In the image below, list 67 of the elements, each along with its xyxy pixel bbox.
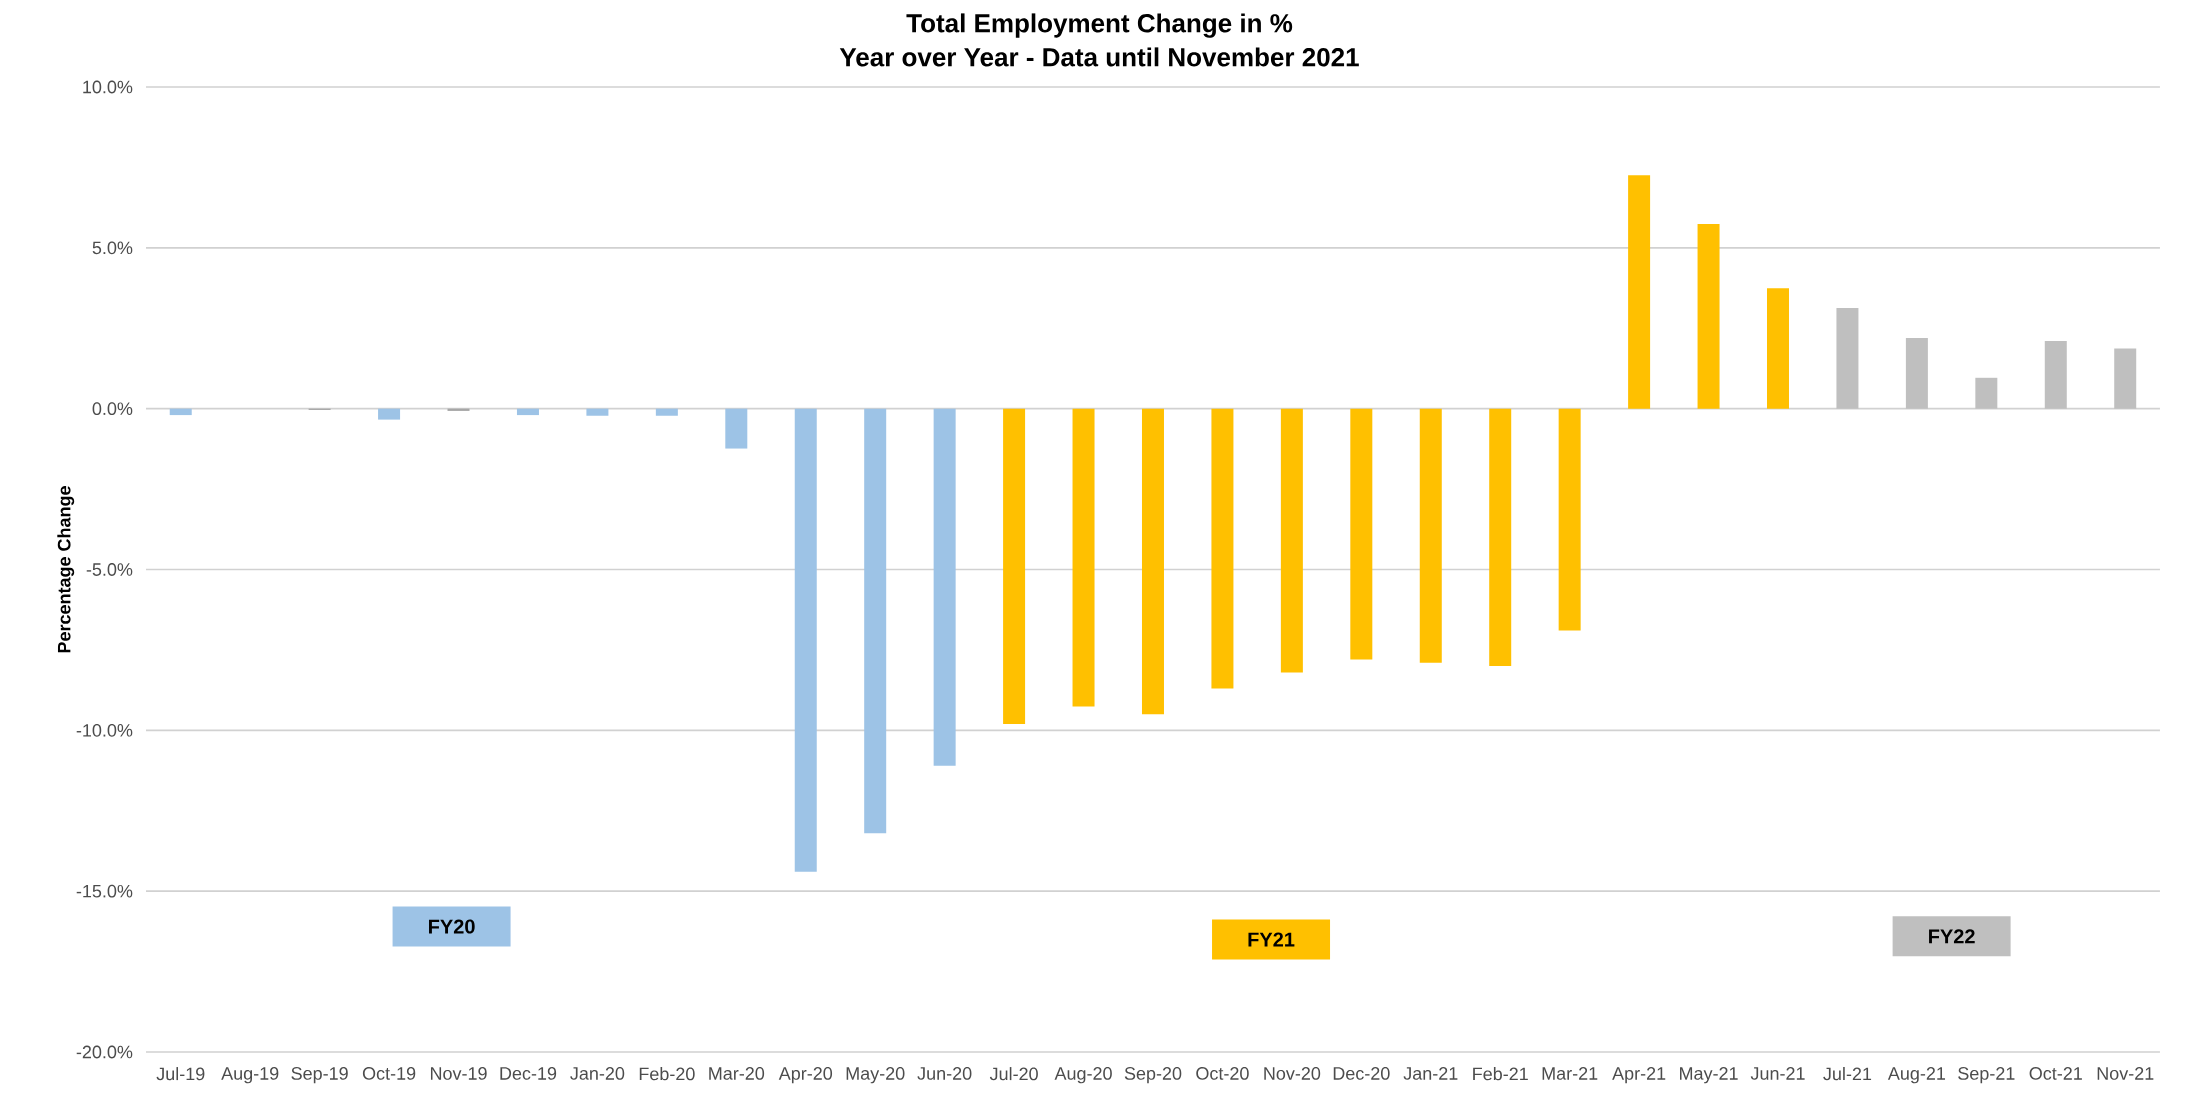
annotation: FY22 xyxy=(1929,929,1975,944)
bar xyxy=(1975,377,1998,409)
x-tick-label: Feb-21 xyxy=(1473,1067,1528,1081)
x-tick-label: Jun-20 xyxy=(917,1067,972,1080)
bar xyxy=(1489,408,1512,666)
bar xyxy=(1003,408,1026,724)
x-tick-label: Apr-21 xyxy=(1612,1067,1666,1084)
x-tick-label: Jul-20 xyxy=(989,1067,1038,1081)
x-tick-label: Aug-19 xyxy=(221,1067,279,1084)
x-tick-label: Mar-21 xyxy=(1542,1067,1598,1080)
y-tick-label: -5.0% xyxy=(86,563,133,576)
bar xyxy=(1836,307,1859,409)
x-tick-label: Nov-19 xyxy=(430,1067,487,1080)
y-tick-label: -10.0% xyxy=(76,723,133,737)
x-tick-label: Jun-21 xyxy=(1750,1067,1805,1080)
x-tick-label: Sep-20 xyxy=(1124,1067,1182,1084)
x-tick-label: Oct-20 xyxy=(1196,1067,1249,1080)
y-tick-label: 5.0% xyxy=(92,241,133,255)
bar xyxy=(794,408,817,872)
bar xyxy=(864,408,887,834)
bar xyxy=(655,408,678,416)
bar xyxy=(1141,408,1164,715)
bar xyxy=(725,408,748,449)
x-tick-label: Apr-20 xyxy=(778,1067,833,1084)
x-tick-label: Jan-20 xyxy=(570,1067,625,1080)
annotation: FY21 xyxy=(1248,932,1295,947)
x-tick-label: Oct-19 xyxy=(362,1067,416,1080)
x-tick-label: Sep-19 xyxy=(291,1067,348,1084)
bar xyxy=(1072,408,1095,707)
bar xyxy=(1905,337,1928,409)
bar xyxy=(1350,408,1373,660)
x-tick-label: Oct-21 xyxy=(2029,1067,2082,1080)
bar xyxy=(169,408,192,416)
bar xyxy=(1697,224,1720,409)
y-axis-title: Percentage Change xyxy=(57,486,75,653)
x-tick-label: Aug-21 xyxy=(1887,1067,1946,1084)
bar xyxy=(1280,408,1303,673)
x-tick-label: Aug-20 xyxy=(1054,1067,1112,1084)
x-tick-label: Nov-21 xyxy=(2097,1067,2154,1080)
chart-title: Total Employment Change in % Year over Year - Data until November 2021 xyxy=(839,13,1359,67)
bar xyxy=(933,408,956,766)
bar xyxy=(586,408,609,416)
x-tick-label: May-20 xyxy=(846,1067,905,1084)
x-tick-label: Nov-20 xyxy=(1264,1067,1321,1080)
bar xyxy=(1628,175,1651,409)
x-tick-label: Jan-21 xyxy=(1403,1067,1458,1080)
x-tick-label: Jul-19 xyxy=(156,1067,205,1081)
bar xyxy=(378,408,401,420)
bar xyxy=(516,408,539,416)
y-tick-label: 0.0% xyxy=(92,402,133,416)
bar xyxy=(1211,408,1234,689)
y-tick-label: -20.0% xyxy=(76,1045,133,1059)
y-tick-label: 10.0% xyxy=(83,80,133,94)
x-tick-label: Dec-19 xyxy=(500,1067,557,1080)
y-tick-label: -15.0% xyxy=(76,884,133,898)
bar xyxy=(1419,408,1442,663)
x-tick-label: Jul-21 xyxy=(1823,1067,1872,1081)
x-tick-label: Mar-20 xyxy=(709,1067,765,1080)
bar xyxy=(1558,408,1581,631)
annotation: FY20 xyxy=(429,919,475,934)
x-tick-label: May-21 xyxy=(1680,1067,1738,1084)
x-tick-label: Dec-20 xyxy=(1333,1067,1390,1080)
bar xyxy=(1767,288,1789,409)
bar xyxy=(2044,341,2067,409)
bar xyxy=(2114,348,2137,409)
x-tick-label: Sep-21 xyxy=(1958,1067,2015,1084)
x-tick-label: Feb-20 xyxy=(639,1067,695,1081)
